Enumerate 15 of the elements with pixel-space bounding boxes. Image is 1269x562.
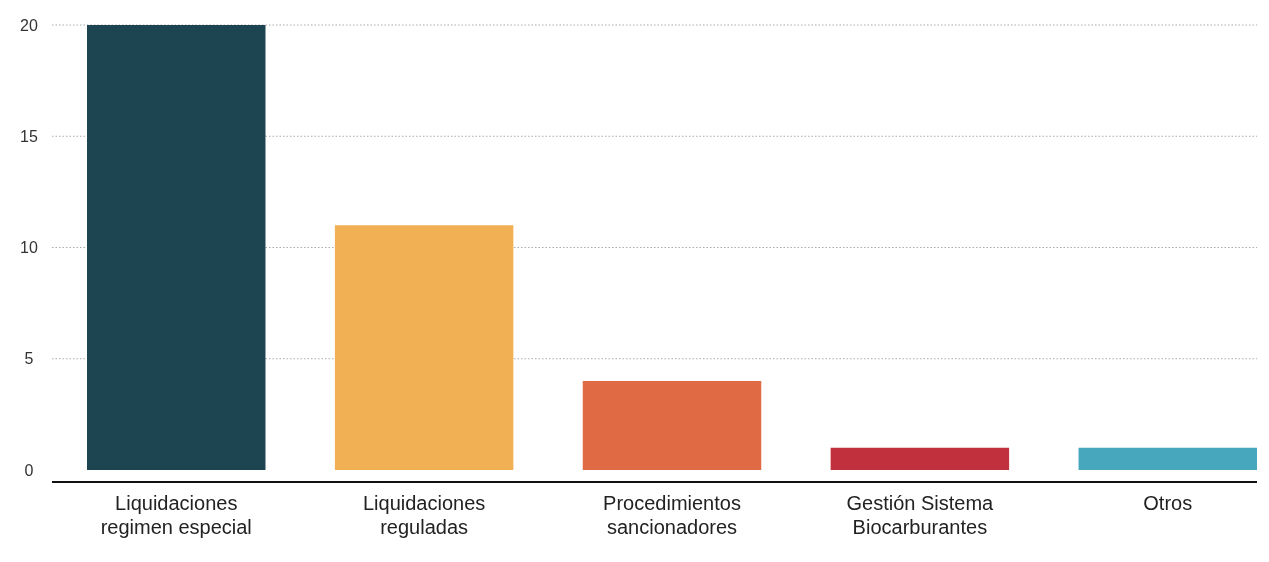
- y-tick-label: 5: [24, 350, 34, 368]
- bar: [1078, 447, 1257, 470]
- bar: [334, 225, 514, 470]
- y-tick-label: 15: [20, 127, 38, 145]
- x-tick-label: Gestión Sistema Biocarburantes: [846, 492, 995, 538]
- y-tick-label: 10: [20, 239, 38, 257]
- x-tick-label: Liquidaciones reguladas: [362, 492, 486, 538]
- bar: [582, 381, 762, 470]
- x-tick-label: Otros: [1143, 492, 1193, 514]
- x-tick-label: Liquidaciones regimen especial: [100, 492, 252, 538]
- bar: [830, 447, 1010, 470]
- x-tick-label: Procedimientos sancionadores: [603, 492, 741, 538]
- bar: [87, 25, 266, 470]
- y-tick-label: 0: [24, 461, 34, 479]
- y-tick-label: 20: [20, 16, 38, 34]
